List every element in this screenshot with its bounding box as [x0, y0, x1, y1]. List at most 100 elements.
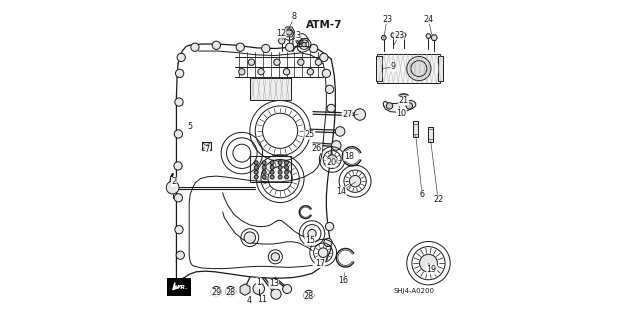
Circle shape — [278, 170, 282, 174]
Text: 13: 13 — [269, 279, 279, 288]
Polygon shape — [391, 33, 396, 37]
Circle shape — [254, 170, 258, 174]
Circle shape — [304, 290, 314, 300]
Circle shape — [285, 43, 294, 51]
Text: 15: 15 — [305, 236, 315, 245]
Text: 2: 2 — [172, 177, 177, 186]
Text: 10: 10 — [396, 109, 406, 118]
Circle shape — [278, 38, 285, 44]
Circle shape — [284, 69, 290, 75]
Text: 26: 26 — [312, 144, 322, 153]
Circle shape — [239, 69, 245, 75]
Circle shape — [327, 104, 335, 113]
Bar — [438, 56, 443, 81]
Text: 3: 3 — [295, 31, 300, 40]
Circle shape — [254, 175, 258, 179]
Circle shape — [262, 170, 266, 174]
Circle shape — [175, 226, 183, 234]
Text: 28: 28 — [226, 288, 236, 297]
Circle shape — [174, 130, 182, 138]
Polygon shape — [284, 27, 295, 37]
Text: 29: 29 — [211, 288, 221, 297]
Text: 22: 22 — [433, 195, 443, 204]
Circle shape — [324, 238, 332, 247]
Circle shape — [175, 69, 184, 78]
Circle shape — [406, 103, 413, 109]
Circle shape — [325, 222, 333, 231]
Circle shape — [177, 53, 186, 62]
Text: 19: 19 — [427, 265, 436, 274]
Circle shape — [327, 155, 337, 164]
Circle shape — [349, 175, 361, 187]
Circle shape — [271, 253, 280, 261]
Circle shape — [258, 69, 264, 75]
Circle shape — [174, 162, 182, 170]
Circle shape — [166, 181, 179, 194]
Circle shape — [248, 59, 255, 65]
Text: 14: 14 — [337, 187, 346, 196]
Ellipse shape — [399, 94, 408, 98]
Circle shape — [270, 175, 274, 179]
Circle shape — [211, 286, 221, 297]
Circle shape — [236, 43, 244, 51]
Circle shape — [262, 44, 270, 53]
Text: 23: 23 — [382, 15, 392, 24]
Polygon shape — [383, 100, 416, 112]
Circle shape — [244, 232, 255, 243]
Circle shape — [212, 41, 220, 49]
Circle shape — [387, 103, 393, 109]
Circle shape — [283, 285, 292, 293]
Circle shape — [322, 69, 330, 78]
Circle shape — [191, 43, 199, 51]
Circle shape — [270, 166, 274, 169]
Bar — [167, 278, 191, 296]
Circle shape — [286, 29, 292, 35]
Text: 28: 28 — [304, 292, 314, 301]
Circle shape — [274, 59, 280, 65]
Text: 12: 12 — [276, 29, 286, 38]
Circle shape — [325, 85, 333, 93]
Circle shape — [225, 286, 236, 297]
Polygon shape — [431, 35, 437, 41]
Circle shape — [319, 248, 328, 257]
Circle shape — [307, 69, 314, 75]
Polygon shape — [426, 34, 431, 38]
Circle shape — [278, 175, 282, 179]
Circle shape — [278, 166, 282, 169]
Text: 20: 20 — [326, 158, 336, 167]
Bar — [202, 142, 211, 150]
Circle shape — [310, 44, 318, 53]
Circle shape — [298, 39, 301, 42]
Circle shape — [271, 289, 281, 299]
Circle shape — [270, 170, 274, 174]
Circle shape — [254, 166, 258, 169]
Bar — [250, 156, 291, 182]
Circle shape — [278, 161, 282, 165]
Circle shape — [285, 175, 289, 179]
Text: 23: 23 — [394, 31, 404, 40]
Text: 1: 1 — [256, 278, 261, 287]
Text: 18: 18 — [344, 152, 354, 161]
Text: 5: 5 — [188, 122, 193, 130]
Circle shape — [285, 170, 289, 174]
Text: 6: 6 — [420, 190, 424, 199]
Circle shape — [175, 98, 183, 106]
Text: 9: 9 — [391, 63, 396, 71]
Text: 4: 4 — [246, 296, 252, 305]
Bar — [413, 121, 419, 137]
Text: 16: 16 — [338, 276, 348, 285]
Circle shape — [270, 161, 274, 165]
Circle shape — [174, 194, 182, 202]
Circle shape — [262, 166, 266, 169]
Bar — [250, 78, 291, 100]
Circle shape — [262, 161, 266, 165]
Text: 27: 27 — [342, 110, 352, 119]
Text: 8: 8 — [292, 12, 297, 21]
Text: 25: 25 — [305, 130, 315, 139]
Circle shape — [332, 141, 341, 150]
Polygon shape — [401, 33, 406, 37]
Circle shape — [335, 127, 345, 136]
Circle shape — [285, 161, 289, 165]
Text: 21: 21 — [399, 96, 409, 105]
Circle shape — [262, 175, 266, 179]
